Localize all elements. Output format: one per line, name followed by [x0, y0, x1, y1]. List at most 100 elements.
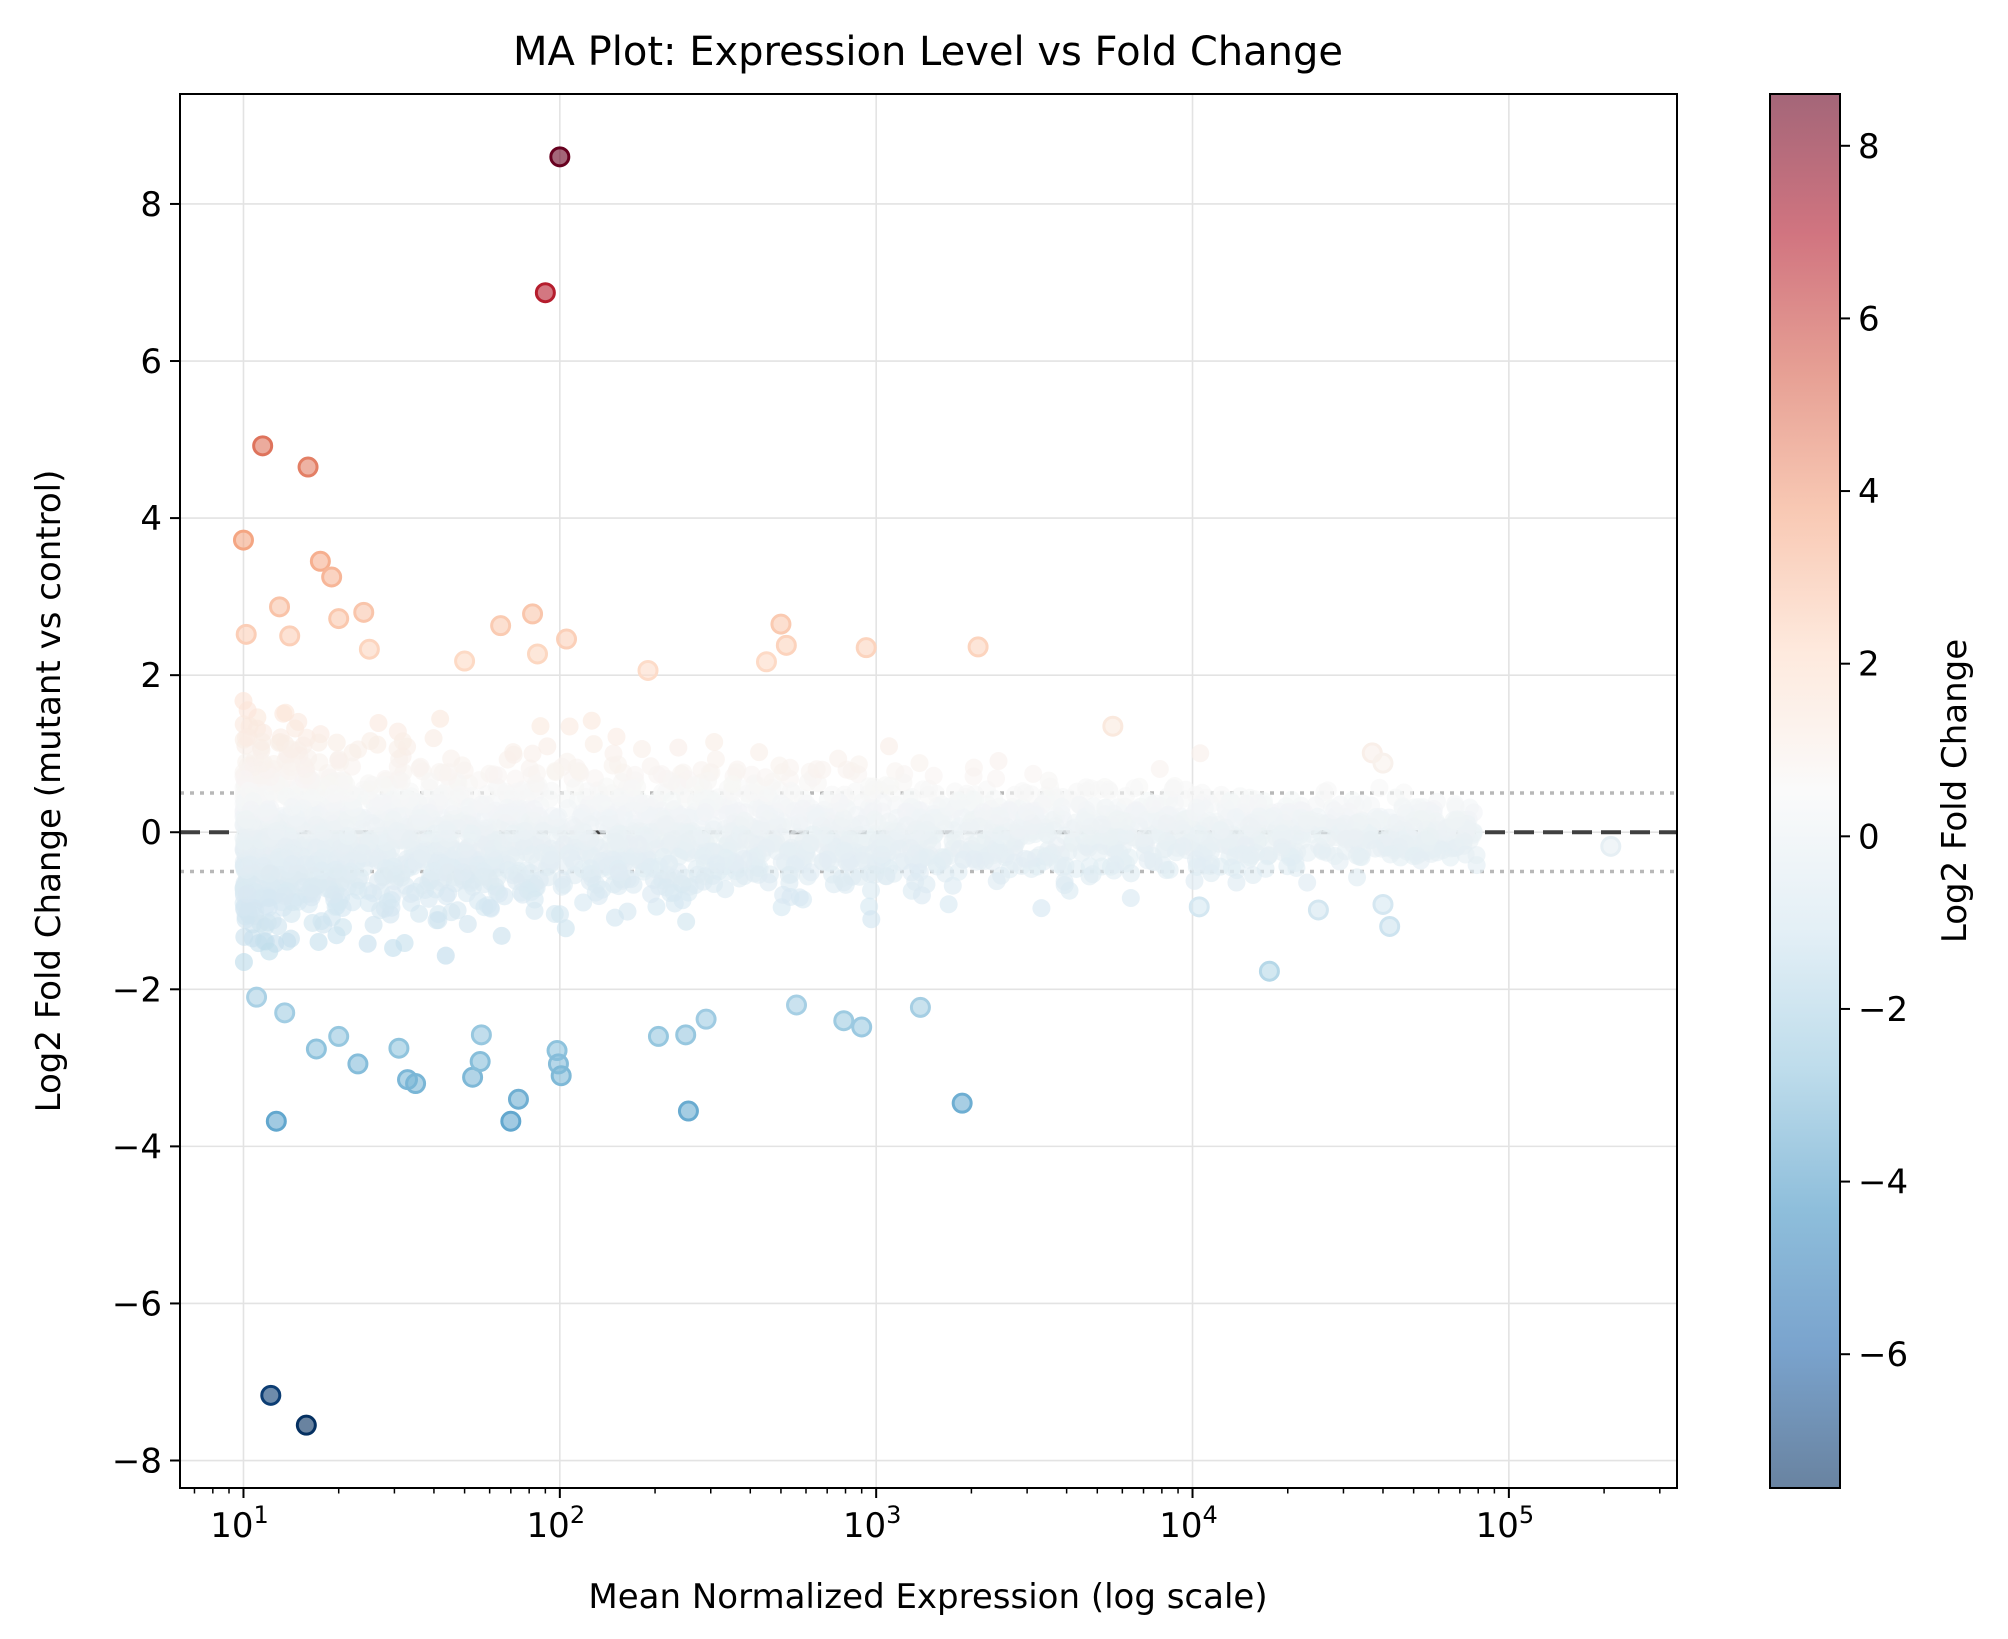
outlier-point [309, 550, 331, 572]
gene-point [990, 806, 1009, 825]
gene-point [607, 727, 626, 746]
gene-point [718, 804, 737, 823]
gene-point [420, 772, 439, 791]
gene-point [606, 832, 625, 851]
outlier-point [549, 146, 571, 168]
gene-point [632, 740, 651, 759]
gene-point [303, 879, 322, 898]
colorbar-tick-label: 4 [1858, 472, 1880, 512]
gene-point [1433, 841, 1452, 860]
gene-point [367, 817, 386, 836]
gene-point [1092, 815, 1111, 834]
gene-point [234, 953, 253, 972]
gene-point [967, 833, 986, 852]
outlier-point [851, 1016, 873, 1038]
gene-point [600, 809, 619, 828]
outlier-point [454, 650, 476, 672]
gene-point [707, 854, 726, 873]
outlier-point [274, 1002, 296, 1024]
outlier-point [556, 628, 578, 650]
gene-point [991, 826, 1010, 845]
outlier-point [770, 613, 792, 635]
gene-point [743, 783, 762, 802]
gene-point [463, 824, 482, 843]
outlier-point [328, 608, 350, 630]
gene-point [818, 850, 837, 869]
gene-point [678, 832, 697, 851]
gene-point [723, 775, 742, 794]
gene-point [556, 919, 575, 938]
gene-point [589, 887, 608, 906]
gene-point [474, 862, 493, 881]
gene-point [935, 848, 954, 867]
gene-point [1348, 868, 1367, 887]
gene-point [313, 848, 332, 867]
gene-point [312, 861, 331, 880]
gene-point [592, 792, 611, 811]
gene-point [261, 767, 280, 786]
gene-point [1456, 845, 1475, 864]
gene-point [597, 777, 616, 796]
gene-point [834, 809, 853, 828]
outlier-point [675, 1024, 697, 1046]
outlier-point [695, 1008, 717, 1030]
gene-point [1080, 857, 1099, 876]
y-tick-label: 4 [140, 499, 162, 539]
gene-point [623, 779, 642, 798]
gene-point [289, 892, 308, 911]
colorbar-tick-label: 0 [1858, 817, 1880, 857]
gene-point [523, 744, 542, 763]
y-tick-label: 2 [140, 656, 162, 696]
gene-point [574, 893, 593, 912]
gene-point [879, 812, 898, 831]
gene-point [338, 826, 357, 845]
gene-point [237, 810, 256, 829]
gene-point [849, 755, 868, 774]
gene-point [1018, 850, 1037, 869]
gene-point [458, 915, 477, 934]
gene-point [696, 803, 715, 822]
outlier-point [833, 1010, 855, 1032]
gene-point [881, 776, 900, 795]
gene-point [1264, 807, 1283, 826]
x-tick-label: 105 [1476, 1501, 1535, 1546]
gene-point [987, 872, 1006, 891]
gene-point [546, 762, 565, 781]
gene-point [340, 784, 359, 803]
gene-point [605, 908, 624, 927]
gene-point [918, 848, 937, 867]
gene-point [547, 809, 566, 828]
gene-point [570, 762, 589, 781]
gene-point [437, 887, 456, 906]
gene-point [253, 754, 272, 773]
gene-point [629, 835, 648, 854]
outlier-point [470, 1024, 492, 1046]
outlier-point [358, 638, 380, 660]
outlier-point [550, 1065, 572, 1087]
gene-point [439, 763, 458, 782]
gene-point [807, 808, 826, 827]
gene-point [1107, 810, 1126, 829]
colorbar-frame [1769, 93, 1841, 1489]
gene-point [400, 830, 419, 849]
gene-point [851, 814, 870, 833]
gene-point [353, 843, 372, 862]
gene-point [282, 740, 301, 759]
gene-point [970, 817, 989, 836]
gene-point [1454, 832, 1473, 851]
gene-point [522, 845, 541, 864]
gene-point [410, 904, 429, 923]
gene-point [737, 830, 756, 849]
gene-point [756, 768, 775, 787]
outlier-point [500, 1110, 522, 1132]
gene-point [289, 712, 308, 731]
gene-point [584, 735, 603, 754]
gene-point [1446, 795, 1465, 814]
gene-point [865, 810, 884, 829]
gene-point [989, 840, 1008, 859]
colorbar-tick-label: 8 [1858, 127, 1880, 167]
gene-point [581, 859, 600, 878]
outlier-point [279, 625, 301, 647]
gene-point [489, 766, 508, 785]
